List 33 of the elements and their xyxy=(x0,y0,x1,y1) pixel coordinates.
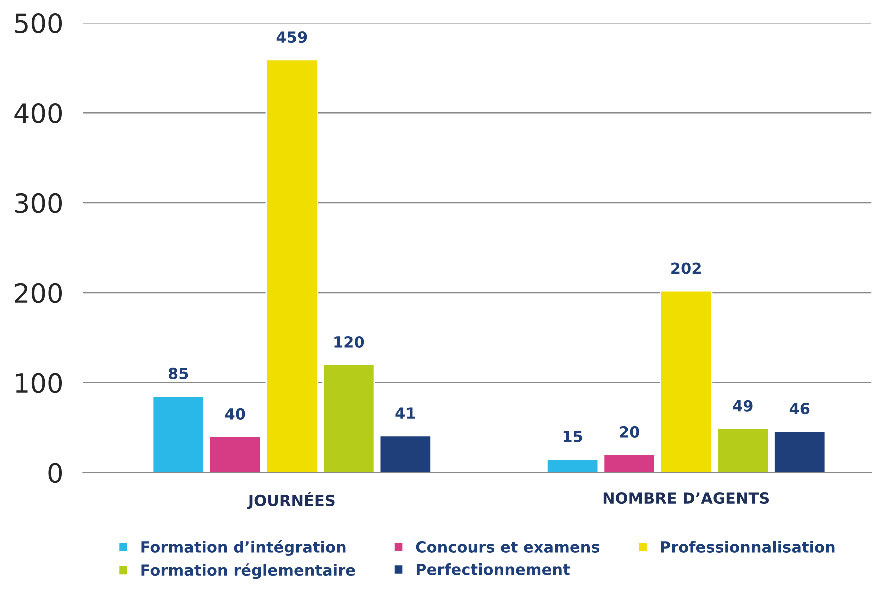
data-label: 85 xyxy=(168,368,188,380)
data-label: 459 xyxy=(276,32,308,44)
y-tick-label: 500 xyxy=(15,13,62,34)
x-tick-label: NOMBRE D’AGENTS xyxy=(604,492,770,504)
data-label: 41 xyxy=(396,408,416,419)
y-tick-label: 300 xyxy=(15,193,62,214)
x-tick-label: JOURNÉES xyxy=(248,492,335,510)
legend-label: Formation d’intégration xyxy=(142,540,346,556)
y-tick-label: 100 xyxy=(16,373,62,394)
data-label: 20 xyxy=(620,426,640,438)
bar xyxy=(379,435,432,473)
data-label: 15 xyxy=(564,431,582,442)
bar xyxy=(209,436,262,473)
data-label: 120 xyxy=(334,336,364,348)
data-label: 202 xyxy=(672,262,701,274)
bar xyxy=(322,364,376,473)
bar xyxy=(546,458,600,473)
y-tick-label: 400 xyxy=(14,103,62,124)
y-tick-label: 200 xyxy=(15,283,62,304)
data-label: 49 xyxy=(733,400,753,412)
data-label: 40 xyxy=(225,408,246,420)
legend-label: Perfectionnement xyxy=(416,564,570,576)
bar xyxy=(266,59,318,473)
bar xyxy=(603,454,656,473)
bar xyxy=(660,290,713,473)
bar xyxy=(716,428,770,473)
legend-label: Concours et examens xyxy=(416,541,600,553)
legend-label: Professionnalisation xyxy=(661,541,835,553)
data-label: 46 xyxy=(790,403,810,415)
bar xyxy=(152,396,205,473)
y-tick-label: 0 xyxy=(48,463,62,484)
bar xyxy=(774,430,826,473)
legend-label: Formation réglementaire xyxy=(142,564,356,580)
